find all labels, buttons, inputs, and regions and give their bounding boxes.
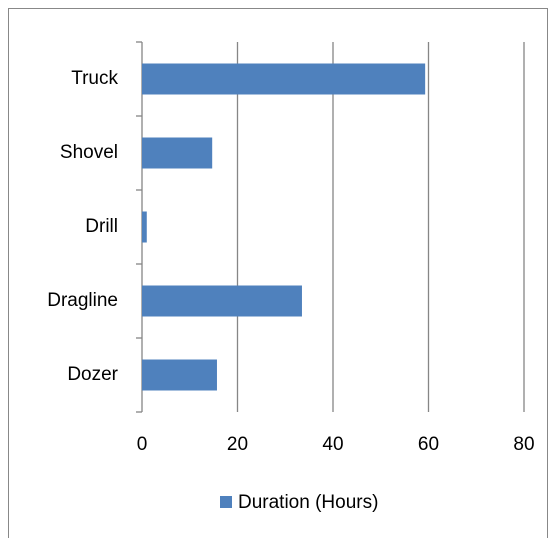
x-tick-label: 20: [227, 434, 248, 455]
y-tick-label: Dozer: [67, 364, 118, 385]
y-tick-label: Truck: [71, 68, 118, 89]
bar: [142, 211, 147, 243]
bar: [142, 137, 213, 169]
x-tick-label: 40: [322, 434, 343, 455]
x-tick-label: 80: [513, 434, 534, 455]
bar: [142, 359, 217, 391]
x-tick-label: 60: [418, 434, 439, 455]
y-tick-label: Drill: [85, 216, 118, 237]
chart-border: [8, 8, 548, 538]
y-tick-label: Shovel: [60, 142, 118, 163]
bar: [142, 63, 426, 95]
bar: [142, 285, 302, 317]
x-tick-label: 0: [137, 434, 148, 455]
y-tick-label: Dragline: [47, 290, 118, 311]
legend-swatch: [220, 496, 232, 508]
legend-label: Duration (Hours): [238, 492, 378, 513]
